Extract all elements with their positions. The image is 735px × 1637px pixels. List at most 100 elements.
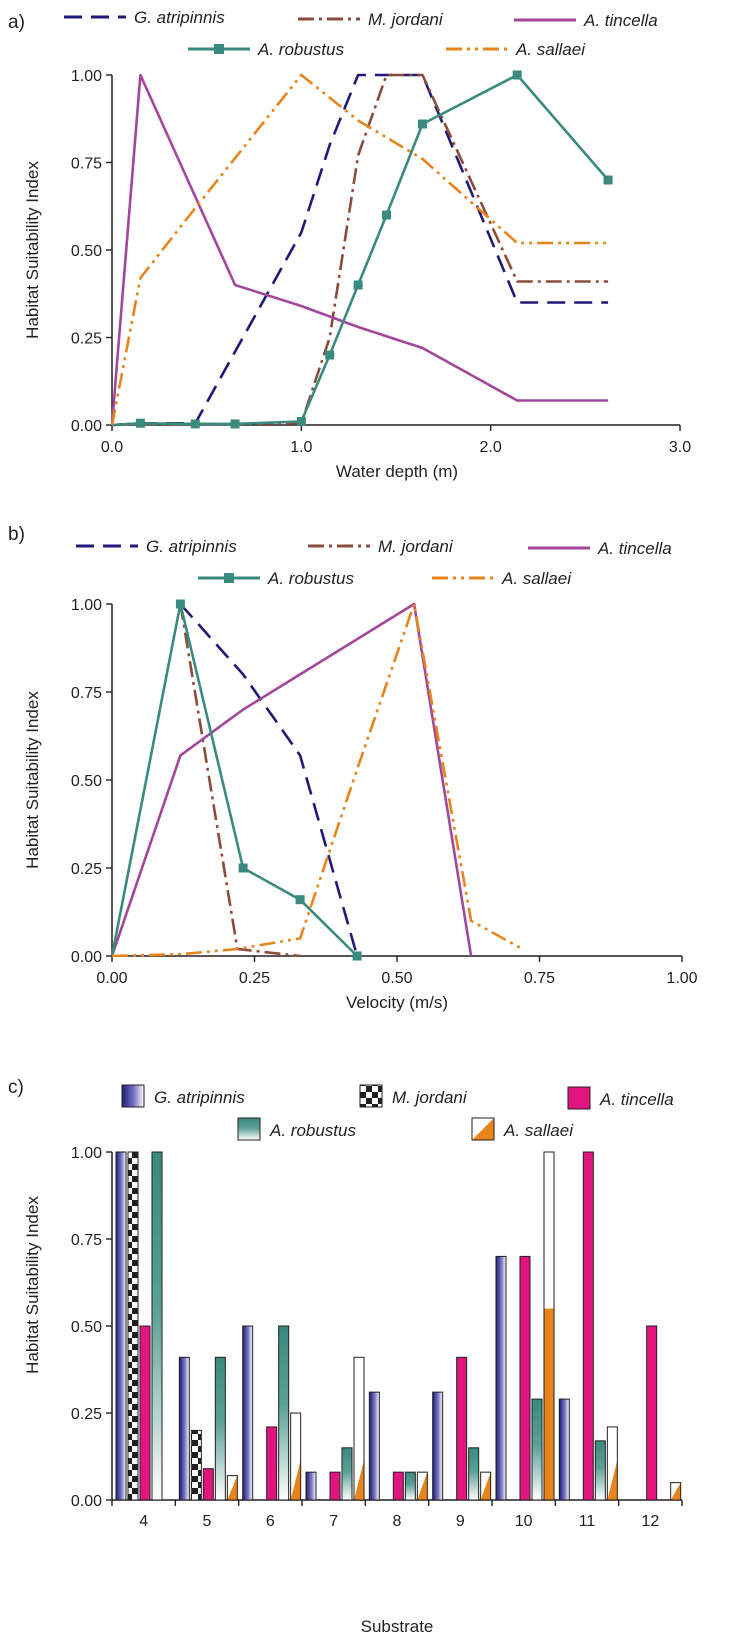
- bar-a-sallaei-10: [543, 1151, 555, 1501]
- bar-outline: [226, 1475, 238, 1501]
- legend-label-g-atripinnis: G. atripinnis: [146, 537, 237, 556]
- data-point-a-robustus: [190, 419, 200, 429]
- panel-label: b): [8, 524, 25, 545]
- y-tick-label: 0.50: [71, 243, 102, 260]
- legend-swatch-a-robustus: [237, 1117, 261, 1141]
- bar-outline: [416, 1471, 428, 1501]
- bar-g-atripinnis-9: [432, 1391, 444, 1501]
- bar-outline: [606, 1426, 618, 1501]
- panel-label: a): [8, 12, 25, 33]
- x-tick-label: 7: [329, 1513, 338, 1530]
- x-tick-label: 0.0: [101, 439, 123, 456]
- data-point-a-robustus: [135, 418, 145, 428]
- legend-label-g-atripinnis: G. atripinnis: [134, 8, 225, 27]
- data-point-a-robustus: [382, 210, 392, 220]
- x-tick-label: 0.25: [239, 970, 270, 987]
- data-point-a-robustus: [175, 599, 185, 609]
- bar-a-tincella-12: [646, 1325, 658, 1501]
- x-tick-label: 2.0: [480, 439, 502, 456]
- y-tick-label: 1.00: [71, 68, 102, 85]
- bar-m-jordani-4: [127, 1151, 139, 1501]
- legend-label-a-sallaei: A. sallaei: [501, 569, 572, 588]
- legend: G. atripinnis M. jordani A. tincella A. rob…: [64, 8, 658, 59]
- bar-a-robustus-9: [468, 1447, 480, 1501]
- y-tick-label: 0.25: [71, 331, 102, 348]
- series-line-a-sallaei: [111, 602, 524, 958]
- bar-fill-orange: [480, 1472, 491, 1500]
- data-point-a-robustus: [230, 419, 240, 429]
- bar-a-robustus-7: [341, 1447, 353, 1501]
- bar-fill-orange: [670, 1482, 681, 1500]
- panel-c: c) G. atripinnis M. jordani A. tincella A. …: [8, 1077, 683, 1636]
- bar-outline: [543, 1151, 555, 1501]
- x-tick-label: 0.00: [96, 970, 127, 987]
- bar-a-robustus-6: [278, 1325, 290, 1501]
- bar-a-tincella-5: [202, 1468, 214, 1501]
- bar-a-tincella-4: [139, 1325, 151, 1501]
- series-line-g-atripinnis: [111, 73, 609, 427]
- x-tick-label: 11: [579, 1513, 596, 1530]
- y-tick-label: 0.25: [71, 861, 102, 878]
- legend-marker-a-robustus: [214, 44, 224, 54]
- data-point-a-robustus: [295, 895, 305, 905]
- y-axis-label: Habitat Suitability Index: [23, 691, 42, 869]
- bar-fill-white: [607, 1426, 618, 1500]
- data-point-a-robustus: [353, 280, 363, 290]
- bar-fill-white: [354, 1357, 364, 1500]
- legend-label-m-jordani: M. jordani: [392, 1088, 468, 1107]
- y-tick-label: 0.00: [71, 1493, 102, 1510]
- series-line-a-robustus: [110, 602, 359, 957]
- bar-g-atripinnis-8: [368, 1391, 380, 1501]
- data-point-a-robustus: [418, 119, 428, 129]
- swatch-triangle: [472, 1118, 494, 1140]
- legend-label-a-robustus: A. robustus: [269, 1121, 356, 1140]
- bar-a-sallaei-9: [480, 1471, 492, 1501]
- series-line-a-tincella: [110, 73, 609, 426]
- legend-swatch-g-atripinnis: [121, 1084, 145, 1108]
- bar-fill-white: [290, 1413, 301, 1500]
- y-tick-label: 0.00: [71, 418, 102, 435]
- x-tick-label: 9: [456, 1513, 465, 1530]
- bar-fill-orange: [607, 1460, 618, 1500]
- bar-g-atripinnis-10: [495, 1255, 507, 1501]
- bar-a-sallaei-12: [670, 1482, 682, 1501]
- bar-fill-orange: [354, 1460, 364, 1500]
- x-tick-label: 10: [515, 1513, 533, 1530]
- series-line-a-robustus: [111, 73, 610, 427]
- legend-swatch-m-jordani: [359, 1084, 383, 1108]
- x-tick-label: 12: [641, 1513, 659, 1530]
- y-axis-label: Habitat Suitability Index: [23, 1196, 42, 1374]
- data-point-a-robustus: [352, 951, 362, 961]
- y-tick-label: 0.25: [71, 1406, 102, 1423]
- data-point-a-robustus: [603, 175, 613, 185]
- legend-label-a-sallaei: A. sallaei: [503, 1121, 574, 1140]
- bar-g-atripinnis-7: [305, 1471, 317, 1501]
- legend-swatch-a-tincella: [567, 1086, 591, 1110]
- swatch-outline: [471, 1117, 495, 1141]
- plot-area: 0.00 0.25 0.50 0.75 1.00 0.0 1.0 2.0 3.0: [71, 68, 691, 456]
- series-line-a-tincella: [110, 602, 473, 957]
- x-axis-label: Substrate: [361, 1617, 434, 1636]
- bar-m-jordani-5: [190, 1429, 202, 1501]
- legend-marker-a-robustus: [224, 573, 234, 583]
- data-point-a-robustus: [512, 70, 522, 80]
- bar-a-sallaei-11: [606, 1426, 618, 1501]
- bar-g-atripinnis-6: [242, 1325, 254, 1501]
- legend-label-m-jordani: M. jordani: [378, 537, 454, 556]
- bar-a-sallaei-7: [353, 1356, 365, 1501]
- bar-outline: [290, 1412, 302, 1501]
- bar-fill-orange: [227, 1475, 238, 1500]
- y-tick-label: 0.50: [71, 773, 102, 790]
- bar-a-tincella-7: [329, 1471, 341, 1501]
- bar-a-tincella-6: [266, 1426, 278, 1501]
- bar-fill-orange: [417, 1472, 428, 1500]
- panel-a: a) G. atripinnis M. jordani A. tincella A. …: [8, 8, 691, 481]
- data-point-a-robustus: [325, 350, 335, 360]
- panel-b: b) G. atripinnis M. jordani A. tincella A. …: [8, 524, 698, 1012]
- x-tick-label: 6: [266, 1513, 275, 1530]
- y-tick-label: 1.00: [71, 1145, 102, 1162]
- x-tick-label: 1.0: [290, 439, 312, 456]
- y-tick-label: 0.75: [71, 1232, 102, 1249]
- panel-label: c): [8, 1077, 24, 1098]
